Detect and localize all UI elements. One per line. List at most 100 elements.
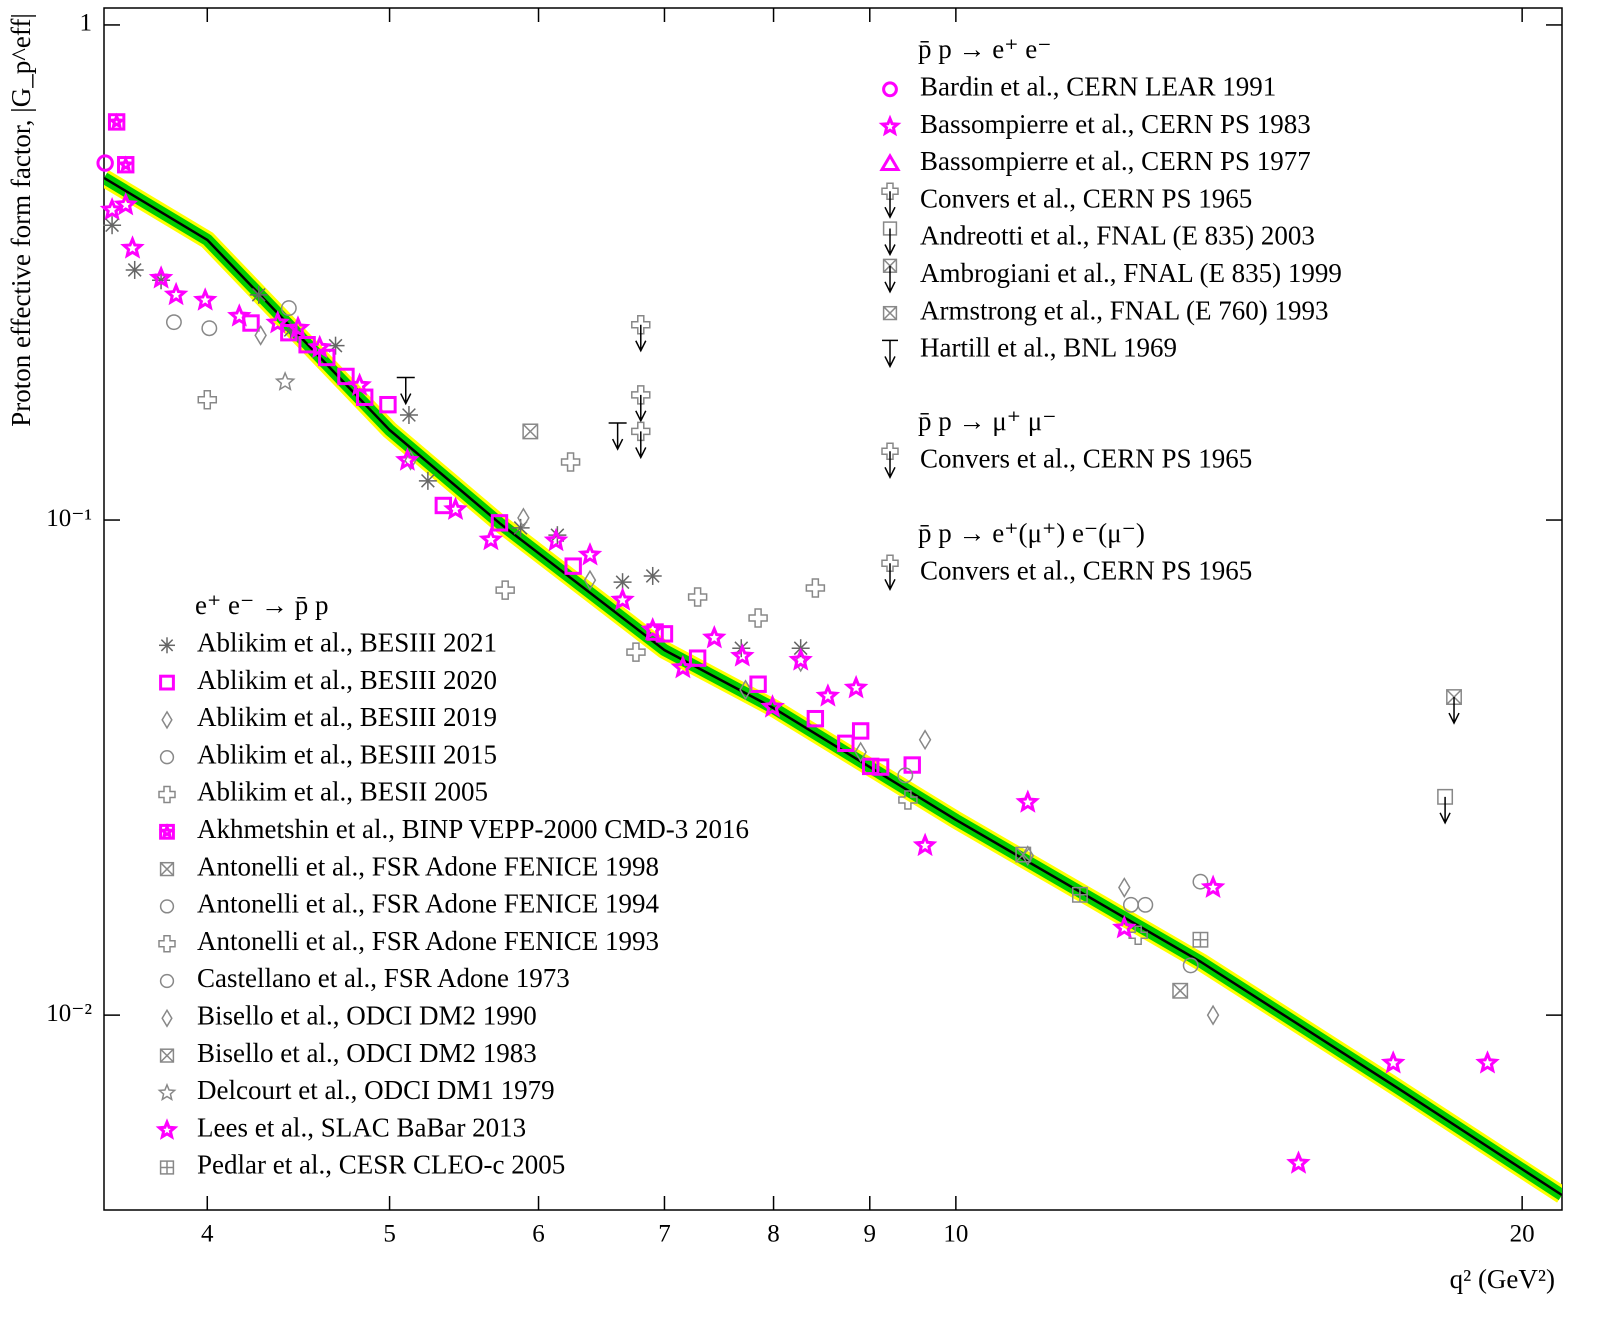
data-point bbox=[739, 679, 752, 701]
x-tick-label: 4 bbox=[201, 1221, 214, 1248]
x-tick-label: 9 bbox=[864, 1221, 877, 1248]
legend-label: Bisello et al., ODCI DM2 1983 bbox=[197, 1038, 537, 1068]
fit-line bbox=[104, 176, 1562, 1197]
x-tick-label: 20 bbox=[1510, 1221, 1535, 1248]
data-point bbox=[748, 608, 768, 628]
data-point bbox=[1206, 1004, 1220, 1026]
legend-heading: e⁺ e⁻ → p̄ p bbox=[195, 590, 328, 620]
x-tick-label: 8 bbox=[767, 1221, 780, 1248]
legend-label: Ablikim et al., BESIII 2015 bbox=[197, 739, 497, 769]
legend-marker bbox=[881, 554, 899, 591]
legend-heading: p̄ p → e⁺ e⁻ bbox=[918, 34, 1051, 64]
legend-marker bbox=[159, 973, 175, 989]
data-point bbox=[395, 447, 420, 471]
data-point bbox=[1437, 788, 1454, 825]
data-point bbox=[113, 192, 138, 216]
x-tick-label: 7 bbox=[658, 1221, 671, 1248]
data-point bbox=[760, 694, 785, 718]
legend-marker bbox=[881, 442, 899, 479]
data-point bbox=[806, 709, 825, 728]
data-point bbox=[1172, 982, 1189, 999]
data-point bbox=[631, 385, 651, 423]
legend-label: Delcourt et al., ODCI DM1 1979 bbox=[197, 1075, 555, 1105]
data-point bbox=[861, 757, 880, 776]
data-point bbox=[1380, 1050, 1406, 1074]
legend-marker bbox=[882, 221, 898, 257]
data-point bbox=[1015, 846, 1032, 863]
data-point bbox=[702, 624, 727, 649]
legend-marker bbox=[161, 710, 173, 730]
plot-frame bbox=[103, 7, 1563, 1211]
legend-label: Castellano et al., FSR Adone 1973 bbox=[197, 963, 570, 993]
data-point bbox=[843, 674, 869, 699]
legend-label: Bisello et al., ODCI DM2 1990 bbox=[197, 1001, 537, 1031]
legend-marker bbox=[159, 1048, 175, 1063]
legend-marker bbox=[159, 1160, 175, 1175]
data-point bbox=[116, 155, 135, 174]
data-point bbox=[640, 617, 666, 641]
data-point bbox=[871, 758, 890, 776]
data-point bbox=[227, 303, 252, 327]
x-tick-label: 5 bbox=[383, 1221, 396, 1248]
data-point bbox=[626, 642, 646, 662]
data-point bbox=[1118, 877, 1131, 899]
data-point bbox=[96, 154, 114, 172]
data-point bbox=[903, 756, 921, 774]
x-tick-label: 10 bbox=[943, 1221, 968, 1248]
legend-label: Akhmetshin et al., BINP VEPP-2000 CMD-3 … bbox=[197, 814, 749, 844]
legend-marker bbox=[159, 637, 175, 654]
legend-label: Ablikim et al., BESIII 2019 bbox=[197, 702, 497, 732]
data-point bbox=[918, 729, 932, 751]
data-point bbox=[1137, 896, 1154, 913]
data-point bbox=[254, 324, 267, 346]
data-point bbox=[495, 580, 515, 600]
data-point bbox=[631, 421, 651, 460]
data-point bbox=[898, 790, 918, 810]
data-point bbox=[1475, 1050, 1500, 1074]
legend-label: Ambrogiani et al., FNAL (E 835) 1999 bbox=[920, 258, 1342, 288]
data-point bbox=[274, 371, 296, 391]
data-point bbox=[794, 651, 807, 673]
data-point bbox=[1192, 873, 1209, 890]
y-tick-label: 10⁻² bbox=[46, 1000, 92, 1027]
data-point bbox=[583, 569, 597, 591]
data-point bbox=[418, 471, 437, 490]
data-point bbox=[837, 734, 855, 753]
legend-marker bbox=[879, 152, 901, 171]
y-axis-label: Proton effective form factor, |G_p^eff| bbox=[6, 13, 36, 427]
legend-heading: p̄ p → μ⁺ μ⁻ bbox=[918, 406, 1056, 436]
legend-marker bbox=[158, 785, 176, 804]
data-point bbox=[125, 260, 144, 279]
data-point bbox=[788, 647, 813, 671]
y-tick-label: 10⁻¹ bbox=[46, 505, 92, 532]
legend-marker bbox=[161, 1008, 173, 1028]
data-point bbox=[478, 526, 504, 551]
legend-label: Convers et al., CERN PS 1965 bbox=[920, 556, 1252, 586]
legend-heading: p̄ p → e⁺(μ⁺) e⁻(μ⁻) bbox=[918, 518, 1145, 548]
data-point bbox=[1446, 689, 1462, 725]
data-point bbox=[643, 566, 662, 585]
legend-marker bbox=[157, 1082, 177, 1101]
legend-marker bbox=[159, 861, 175, 877]
data-point bbox=[543, 527, 569, 552]
data-point bbox=[631, 314, 651, 353]
legend-label: Convers et al., CERN PS 1965 bbox=[920, 183, 1252, 213]
legend-label: Antonelli et al., FSR Adone FENICE 1998 bbox=[197, 851, 659, 881]
data-point bbox=[1112, 914, 1137, 939]
data-point bbox=[265, 310, 290, 334]
legend-marker bbox=[882, 339, 898, 369]
legend-marker bbox=[155, 1118, 179, 1140]
legend-label: Ablikim et al., BESIII 2021 bbox=[197, 628, 497, 658]
data-point bbox=[1122, 896, 1139, 913]
legend-label: Convers et al., CERN PS 1965 bbox=[920, 444, 1252, 474]
legend-label: Armstrong et al., FNAL (E 760) 1993 bbox=[920, 295, 1328, 325]
data-point bbox=[897, 767, 914, 784]
legend-marker bbox=[882, 258, 898, 294]
data-point bbox=[610, 587, 635, 611]
data-point bbox=[285, 315, 311, 339]
data-point bbox=[307, 334, 332, 359]
data-point bbox=[730, 643, 755, 667]
data-point bbox=[851, 722, 870, 740]
legend-marker bbox=[882, 81, 898, 98]
data-point bbox=[1286, 1150, 1311, 1174]
